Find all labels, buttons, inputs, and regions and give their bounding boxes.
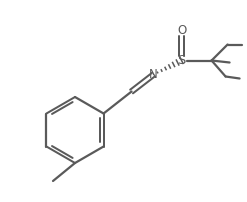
Text: O: O (177, 24, 186, 37)
Text: S: S (177, 54, 186, 67)
Text: N: N (149, 68, 158, 81)
